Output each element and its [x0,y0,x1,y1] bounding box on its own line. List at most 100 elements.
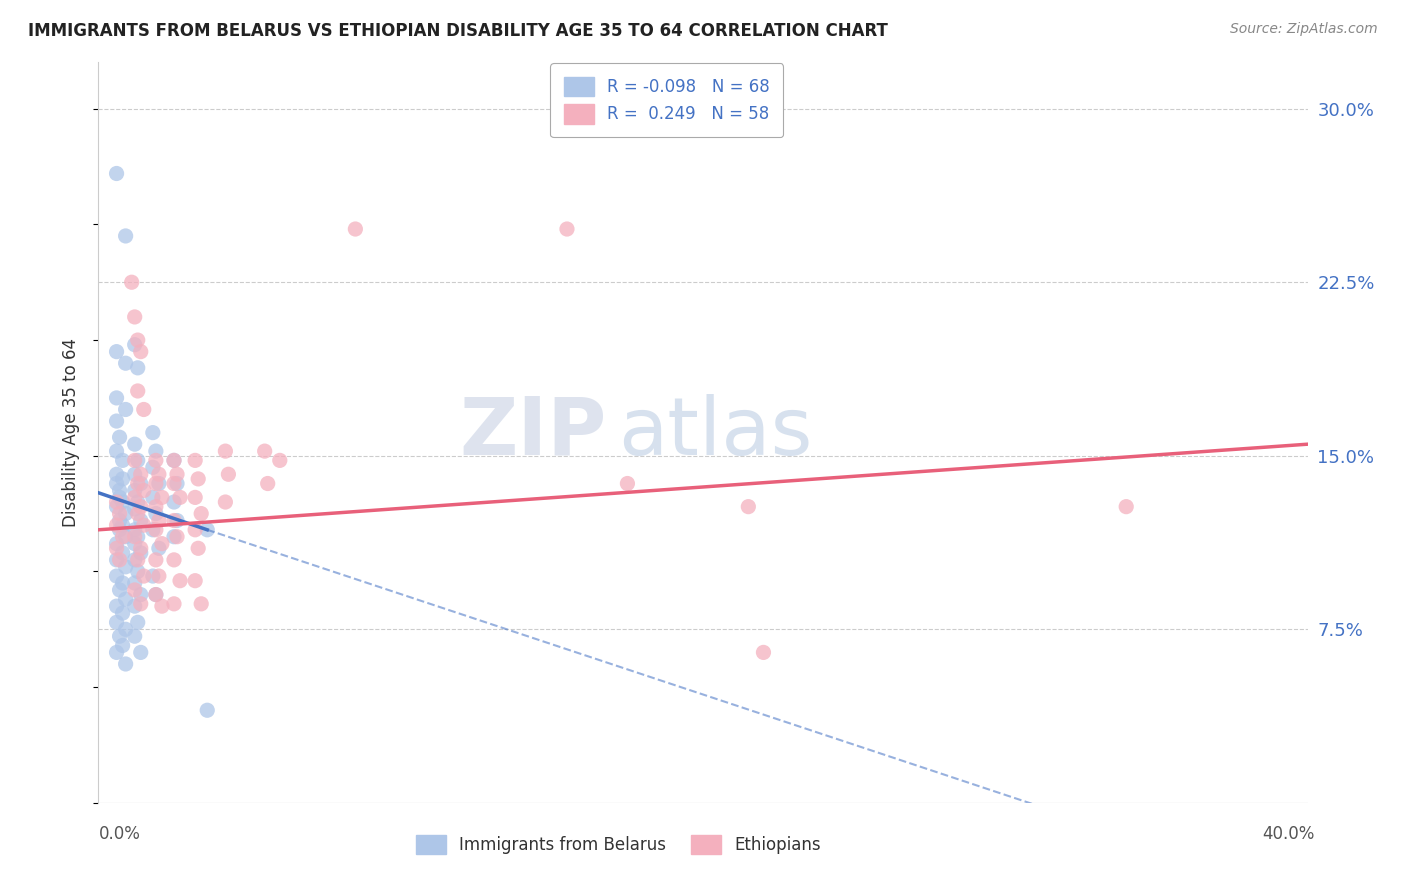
Point [108,491,131,505]
Point [114,507,136,521]
Point [145,588,167,602]
Point [166,467,188,482]
Point [105,615,128,630]
Point [555,222,578,236]
Point [105,518,128,533]
Point [127,615,149,630]
Point [108,430,131,444]
Point [132,569,155,583]
Point [616,476,638,491]
Point [105,344,128,359]
Point [142,569,165,583]
Point [111,546,134,560]
Point [108,507,131,521]
Text: atlas: atlas [619,393,813,472]
Point [114,657,136,671]
Point [127,453,149,467]
Point [124,530,146,544]
Point [142,491,165,505]
Point [111,495,134,509]
Point [214,495,236,509]
Point [127,476,149,491]
Point [145,588,167,602]
Point [124,629,146,643]
Point [148,467,170,482]
Point [105,476,128,491]
Point [163,514,186,528]
Point [105,500,128,514]
Point [114,530,136,544]
Point [111,639,134,653]
Point [121,275,143,289]
Point [195,523,218,537]
Point [124,491,146,505]
Point [142,523,165,537]
Point [129,476,152,491]
Point [145,523,167,537]
Point [108,523,131,537]
Point [187,472,209,486]
Point [145,507,167,521]
Point [124,502,146,516]
Point [129,645,152,659]
Point [114,592,136,607]
Point [127,333,149,347]
Point [150,599,173,614]
Point [344,222,367,236]
Point [217,467,239,482]
Point [190,597,212,611]
Point [129,500,152,514]
Point [184,453,207,467]
Point [145,444,167,458]
Point [108,582,131,597]
Point [127,360,149,375]
Point [163,453,186,467]
Point [148,541,170,556]
Point [111,518,134,533]
Point [111,472,134,486]
Point [145,453,167,467]
Point [124,483,146,498]
Point [150,536,173,550]
Point [114,356,136,370]
Point [150,491,173,505]
Point [132,402,155,417]
Point [166,530,188,544]
Point [124,467,146,482]
Point [108,553,131,567]
Point [105,553,128,567]
Point [124,453,146,467]
Point [269,453,291,467]
Point [163,495,186,509]
Point [184,574,207,588]
Point [145,553,167,567]
Point [114,229,136,244]
Point [105,414,128,428]
Point [124,599,146,614]
Point [114,622,136,636]
Point [253,444,276,458]
Point [163,597,186,611]
Point [169,491,191,505]
Text: 40.0%: 40.0% [1263,825,1315,843]
Point [105,495,128,509]
Point [132,483,155,498]
Point [105,166,128,180]
Point [129,514,152,528]
Point [148,476,170,491]
Point [111,606,134,620]
Y-axis label: Disability Age 35 to 64: Disability Age 35 to 64 [62,338,80,527]
Point [169,574,191,588]
Point [124,553,146,567]
Point [184,491,207,505]
Point [111,530,134,544]
Point [105,391,128,405]
Point [127,384,149,398]
Point [129,467,152,482]
Point [124,576,146,591]
Point [163,553,186,567]
Text: IMMIGRANTS FROM BELARUS VS ETHIOPIAN DISABILITY AGE 35 TO 64 CORRELATION CHART: IMMIGRANTS FROM BELARUS VS ETHIOPIAN DIS… [28,22,889,40]
Point [124,437,146,451]
Point [145,476,167,491]
Point [256,476,278,491]
